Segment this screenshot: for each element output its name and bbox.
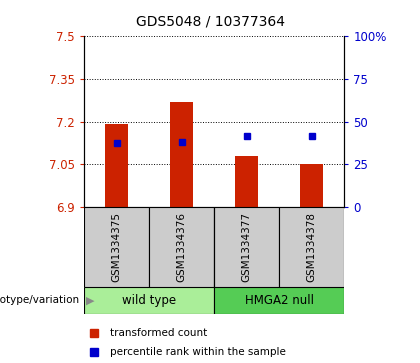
Bar [149,207,214,287]
Bar [170,102,193,207]
Text: wild type: wild type [122,294,176,307]
Text: GSM1334378: GSM1334378 [307,212,317,282]
Text: percentile rank within the sample: percentile rank within the sample [110,347,286,357]
Bar [105,125,128,207]
Text: HMGA2 null: HMGA2 null [245,294,314,307]
Bar [300,164,323,207]
Bar [214,287,344,314]
Text: GDS5048 / 10377364: GDS5048 / 10377364 [136,15,284,29]
Bar [279,207,344,287]
Text: GSM1334375: GSM1334375 [112,212,121,282]
Text: GSM1334376: GSM1334376 [177,212,186,282]
Text: GSM1334377: GSM1334377 [242,212,252,282]
Text: genotype/variation: genotype/variation [0,295,80,305]
Bar [84,287,214,314]
Text: transformed count: transformed count [110,329,207,338]
Text: ▶: ▶ [86,295,94,305]
Bar [214,207,279,287]
Bar [84,207,149,287]
Bar [235,156,258,207]
